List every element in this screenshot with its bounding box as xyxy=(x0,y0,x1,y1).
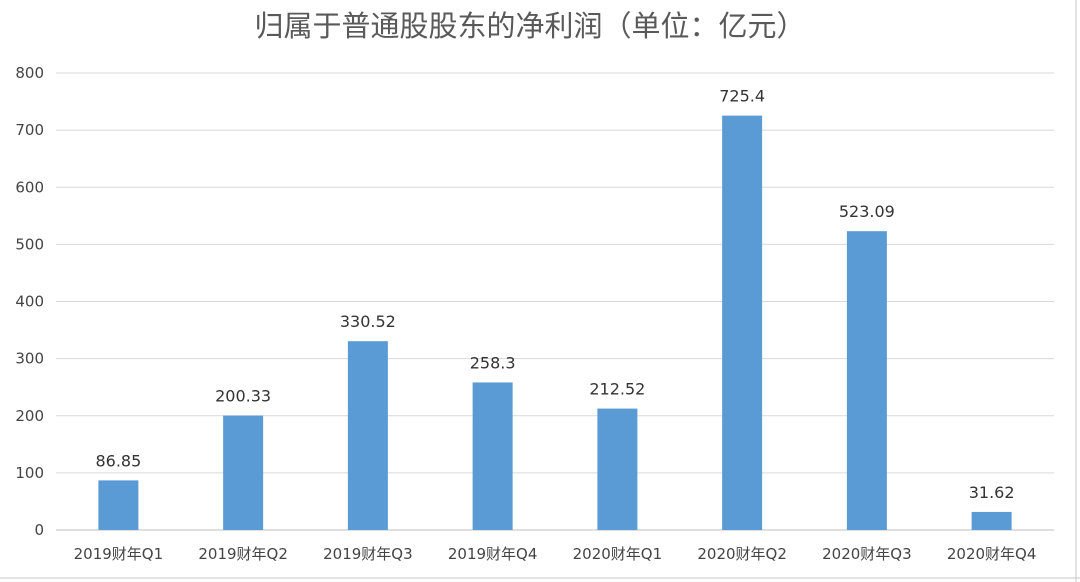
data-label: 86.85 xyxy=(95,451,141,470)
y-tick-label: 600 xyxy=(15,178,44,196)
y-tick-label: 800 xyxy=(15,64,44,82)
x-tick-label: 2020财年Q4 xyxy=(947,545,1037,563)
bar xyxy=(846,231,887,530)
x-tick-label: 2019财年Q3 xyxy=(323,545,413,563)
bars xyxy=(98,115,1012,531)
data-label: 725.4 xyxy=(719,87,765,106)
y-tick-label: 200 xyxy=(15,407,44,425)
x-tick-label: 2019财年Q2 xyxy=(198,545,288,563)
x-tick-label: 2020财年Q1 xyxy=(573,545,663,563)
x-tick-label: 2019财年Q4 xyxy=(448,545,538,563)
y-tick-label: 0 xyxy=(34,521,44,539)
bar xyxy=(971,511,1012,530)
bar xyxy=(472,382,513,530)
data-label: 212.52 xyxy=(589,380,645,399)
x-tick-label: 2020财年Q2 xyxy=(697,545,787,563)
y-tick-label: 700 xyxy=(15,121,44,139)
gridlines xyxy=(56,72,1054,531)
data-label: 31.62 xyxy=(969,483,1015,502)
data-label: 200.33 xyxy=(215,387,271,406)
bar xyxy=(722,115,763,531)
x-axis-ticks: 2019财年Q1 2019财年Q2 2019财年Q3 2019财年Q4 2020财年Q1… xyxy=(74,545,1037,563)
data-labels: 86.85 200.33 330.52 258.3 212.52 725.4 523.09 3… xyxy=(95,87,1014,502)
bar xyxy=(597,408,638,530)
bar xyxy=(98,480,139,530)
x-tick-label: 2020财年Q3 xyxy=(822,545,912,563)
bar xyxy=(347,341,388,530)
y-axis-ticks: 0 100 200 300 400 500 600 700 800 xyxy=(15,64,44,539)
y-tick-label: 400 xyxy=(15,293,44,311)
data-label: 523.09 xyxy=(839,202,895,221)
data-label: 330.52 xyxy=(340,312,396,331)
y-tick-label: 100 xyxy=(15,464,44,482)
chart-title: 归属于普通股股东的净利润（单位：亿元） xyxy=(254,9,805,43)
bar xyxy=(223,415,264,530)
y-tick-label: 300 xyxy=(15,350,44,368)
data-label: 258.3 xyxy=(470,353,516,372)
x-tick-label: 2019财年Q1 xyxy=(74,545,164,563)
y-tick-label: 500 xyxy=(15,235,44,253)
